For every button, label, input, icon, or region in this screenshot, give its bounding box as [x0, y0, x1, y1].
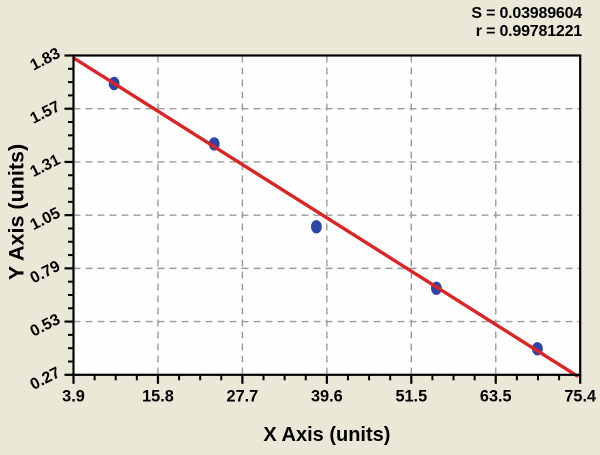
svg-text:51.5: 51.5 [395, 388, 427, 406]
svg-text:3.9: 3.9 [62, 388, 85, 406]
svg-text:63.5: 63.5 [480, 388, 512, 406]
svg-text:15.8: 15.8 [142, 388, 174, 406]
svg-text:75.4: 75.4 [564, 388, 596, 406]
svg-text:S = 0.03989604: S = 0.03989604 [471, 5, 582, 22]
svg-text:Y Axis (units): Y Axis (units) [5, 144, 29, 280]
svg-text:X Axis (units): X Axis (units) [263, 424, 390, 446]
svg-text:27.7: 27.7 [227, 388, 259, 406]
svg-text:r = 0.99781221: r = 0.99781221 [476, 23, 582, 40]
svg-text:39.6: 39.6 [311, 388, 343, 406]
